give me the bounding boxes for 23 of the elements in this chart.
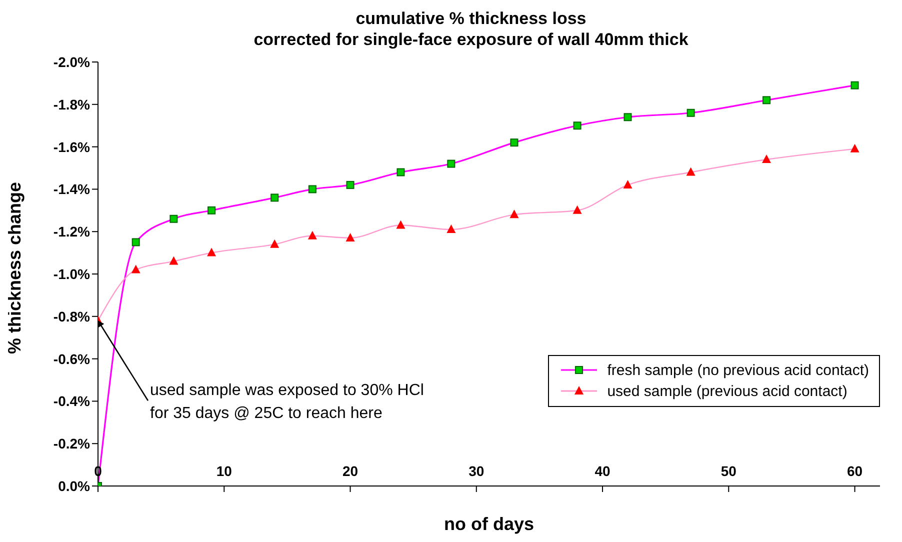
chart-subtitle: corrected for single-face exposure of wall 40mm thick (252, 29, 690, 50)
y-tick-label: -0.6% (53, 350, 91, 367)
x-tick-label: 20 (342, 463, 358, 479)
y-tick-label: 0.0% (58, 478, 91, 494)
y-tick-label: -0.2% (53, 436, 91, 452)
x-tick-label: 50 (720, 463, 737, 479)
legend-label: used sample (previous acid contact) (607, 382, 848, 400)
legend-label: fresh sample (no previous acid contact) (607, 362, 869, 379)
y-tick-label: -1.6% (53, 138, 91, 155)
annotation: used sample was exposed to 30% HCl for 35 days @ 25C to reach here (150, 380, 424, 424)
x-tick-label: 30 (468, 463, 484, 479)
y-tick-label: -2.0% (53, 54, 91, 70)
y-tick-label: -0.8% (53, 308, 91, 324)
x-tick-label: 40 (594, 463, 611, 479)
x-tick-label: 60 (846, 463, 863, 479)
y-tick-label: -0.4% (53, 393, 91, 410)
x-axis-title: no of days (444, 514, 534, 534)
y-tick-label: -1.2% (53, 224, 91, 240)
y-tick-label: -1.0% (53, 266, 91, 282)
chart-title: cumulative % thickness loss (354, 8, 588, 29)
y-tick-label: -1.8% (53, 96, 91, 112)
y-tick-label: -1.4% (53, 181, 91, 198)
x-tick-label: 10 (216, 463, 232, 479)
